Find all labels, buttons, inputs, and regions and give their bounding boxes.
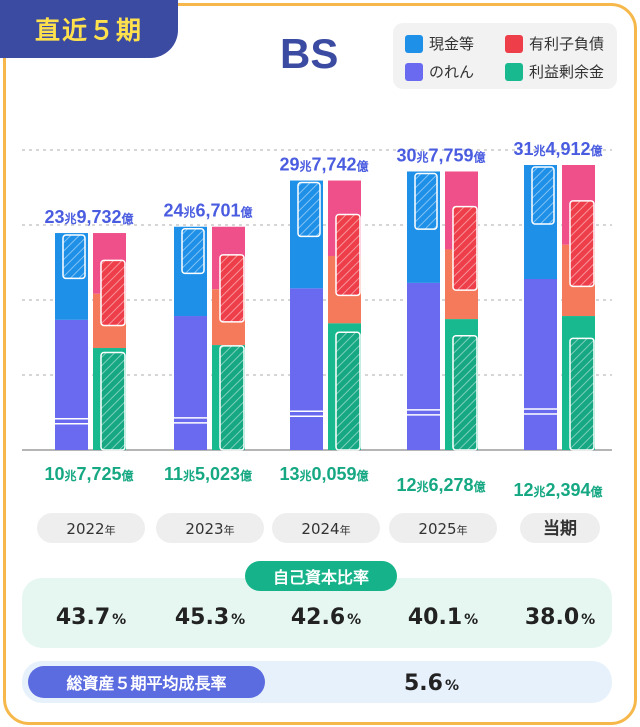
debt-hatch	[570, 200, 594, 287]
legend-swatch-debt	[505, 34, 523, 53]
equity-ratio-value: 45.3%	[155, 605, 265, 630]
total-assets-label: 29兆7,742億	[279, 155, 368, 175]
equity-ratio-unit: %	[464, 612, 479, 628]
equity-ratio-number: 45.3	[174, 605, 230, 630]
equity-ratio-value: 42.6%	[271, 605, 381, 630]
growth-value-number: 5.6	[404, 671, 443, 696]
bs-chart: 23兆9,732億 10兆7,725億 2022年 24兆6,701億 11兆5,023…	[22, 139, 612, 543]
year-label: 2024年	[301, 520, 350, 538]
equity-ratio-number: 40.1	[407, 605, 463, 630]
cash-hatch	[414, 172, 438, 230]
legend-item-debt: 有利子負債	[505, 33, 604, 54]
debt-hatch	[220, 254, 244, 322]
total-assets-label: 30兆7,759億	[396, 145, 485, 165]
cash-hatch	[531, 166, 555, 225]
total-assets-label: 24兆6,701億	[163, 201, 252, 221]
legend-label-retained: 利益剰余金	[529, 63, 605, 81]
legend-label-debt: 有利子負債	[529, 35, 605, 53]
year-label: 当期	[543, 518, 577, 539]
chart-title: BS	[280, 30, 339, 77]
equity-ratio-number: 42.6	[290, 605, 346, 630]
year-label: 2023年	[185, 520, 234, 538]
equity-ratio-value: 40.1%	[388, 605, 498, 630]
year-pill	[389, 513, 497, 543]
legend-label-cash: 現金等	[429, 35, 475, 53]
total-assets-label: 23兆9,732億	[44, 207, 133, 227]
debt-hatch	[336, 214, 360, 296]
legend-item-cash: 現金等	[405, 33, 474, 54]
equity-ratio-unit: %	[581, 612, 596, 628]
year-pill	[156, 513, 264, 543]
growth-value: 5.6%	[404, 671, 459, 696]
retained-earnings-label: 13兆0,059億	[279, 464, 368, 484]
cash-hatch	[62, 234, 86, 280]
total-assets-label: 31兆4,912億	[513, 139, 602, 159]
growth-label: 総資産５期平均成長率	[28, 666, 265, 698]
legend-label-goodwill: のれん	[429, 63, 475, 81]
equity-ratio-unit: %	[231, 612, 246, 628]
period-badge: 直近５期	[0, 0, 178, 58]
retained-earnings-label: 12兆6,278億	[396, 475, 485, 495]
legend-item-goodwill: のれん	[405, 61, 474, 82]
year-pill	[272, 513, 380, 543]
retained-hatch	[101, 352, 125, 450]
year-pill	[520, 513, 600, 543]
legend: 現金等 有利子負債 のれん 利益剰余金	[393, 23, 617, 89]
goodwill-bar	[55, 319, 88, 450]
goodwill-bar	[174, 316, 207, 450]
retained-hatch	[453, 335, 477, 450]
goodwill-bar	[407, 282, 440, 450]
equity-ratio-value: 38.0%	[505, 605, 615, 630]
growth-value-unit: %	[444, 678, 460, 694]
year-pill	[37, 513, 145, 543]
equity-ratio-number: 38.0	[524, 605, 580, 630]
year-label: 2025年	[418, 520, 467, 538]
legend-swatch-retained	[505, 62, 523, 81]
legend-item-retained: 利益剰余金	[505, 61, 604, 82]
debt-hatch	[101, 260, 125, 326]
goodwill-bar	[290, 288, 323, 450]
equity-ratio-label: 自己資本比率	[245, 561, 397, 591]
retained-hatch	[336, 332, 360, 450]
retained-earnings-label: 10兆7,725億	[44, 464, 133, 484]
retained-earnings-label: 11兆5,023億	[164, 464, 252, 484]
retained-hatch	[570, 338, 594, 450]
retained-hatch	[220, 345, 244, 450]
equity-ratio-unit: %	[347, 612, 362, 628]
cash-hatch	[297, 181, 321, 238]
goodwill-bar	[524, 279, 557, 450]
equity-ratio-number: 43.7	[55, 605, 111, 630]
debt-hatch	[453, 206, 477, 291]
year-label: 2022年	[66, 520, 115, 538]
equity-ratio-unit: %	[112, 612, 127, 628]
cash-hatch	[181, 227, 205, 275]
legend-swatch-goodwill	[405, 62, 423, 81]
equity-ratio-value: 43.7%	[36, 605, 146, 630]
legend-swatch-cash	[405, 34, 423, 53]
retained-earnings-label: 12兆2,394億	[513, 480, 602, 500]
